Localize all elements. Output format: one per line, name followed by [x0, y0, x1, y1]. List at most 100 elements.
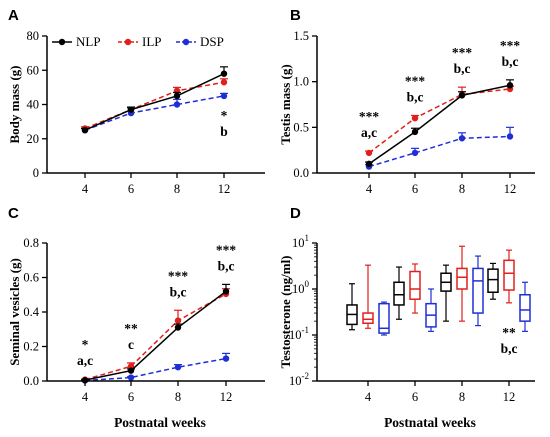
panel-A-plot: [81, 66, 228, 134]
x-tick-label: 8: [459, 390, 465, 404]
y-tick-label: 0: [33, 166, 39, 180]
legend-marker-dsp: [182, 38, 190, 46]
panel-label-A: A: [8, 7, 19, 24]
series-line-ilp: [84, 293, 227, 381]
x-tick-label: 12: [504, 182, 517, 196]
data-point-dsp: [127, 374, 135, 381]
significance-label: b,c: [170, 284, 187, 299]
series-line-nlp: [368, 84, 511, 165]
data-point-nlp: [81, 126, 89, 134]
series-line-nlp: [84, 72, 225, 131]
data-point-nlp: [365, 160, 373, 168]
significance-label: ***: [168, 268, 189, 283]
x-tick-label: 12: [503, 390, 516, 404]
x-tick-label: 8: [459, 182, 465, 196]
legend-marker-nlp: [58, 38, 66, 46]
data-point-nlp: [220, 70, 228, 77]
significance-label: b,c: [501, 341, 518, 356]
panel-A-annotations: *b: [220, 108, 228, 139]
y-tick-label: 80: [27, 29, 40, 43]
data-point-ilp: [220, 79, 228, 86]
panel-C-axes: C 0.0 0.2 0.4 0.6 0.8 4 6 8 12 Seminal vesicles (g…: [7, 205, 265, 430]
x-tick-label: 6: [412, 182, 418, 196]
legend-label-ilp: ILP: [142, 34, 162, 49]
panel-label-C: C: [8, 205, 19, 222]
significance-label: *: [82, 337, 89, 352]
series-line-dsp: [84, 95, 225, 131]
y-tick-base: 10: [292, 282, 305, 296]
y-tick-base: 10: [292, 236, 305, 250]
data-point-ilp: [174, 317, 182, 324]
box-ilp: [362, 312, 374, 325]
y-tick-label: 10-1: [289, 325, 309, 342]
legend-label-nlp: NLP: [76, 34, 101, 49]
y-tick-label: 0.0: [23, 374, 39, 388]
series-line-dsp: [368, 135, 511, 168]
box-ilp: [456, 267, 468, 290]
box-dsp: [378, 302, 390, 334]
data-point-dsp: [458, 135, 466, 142]
data-point-dsp: [220, 92, 228, 100]
data-point-nlp: [173, 92, 181, 100]
y-axis-label: Testis mass (g): [278, 64, 293, 144]
y-tick-label: 20: [27, 132, 40, 146]
data-point-dsp: [411, 149, 419, 157]
panel-B-axes: B 0.0 0.5 1.0 1.5 4 6 8 12 Testis mass (g): [278, 7, 535, 196]
data-point-dsp: [174, 364, 182, 371]
significance-label: b,c: [218, 258, 235, 273]
significance-label: **: [502, 325, 516, 340]
x-tick-label: 6: [128, 182, 134, 196]
box-nlp: [393, 281, 405, 306]
significance-label: b,c: [502, 54, 519, 69]
y-tick-label: 40: [27, 98, 40, 112]
x-tick-label: 4: [82, 390, 89, 404]
box-ilp: [409, 270, 421, 300]
box-dsp: [519, 293, 531, 322]
y-tick-label: 101: [292, 233, 309, 250]
y-tick-label: 1.5: [293, 29, 309, 43]
x-tick-label: 4: [365, 390, 372, 404]
significance-label: b,c: [407, 89, 424, 104]
data-point-nlp: [458, 92, 466, 99]
significance-label: c: [128, 337, 134, 352]
panel-B-plot: [365, 79, 514, 170]
x-axis-label: Postnatal weeks: [384, 415, 476, 430]
x-tick-label: 12: [218, 182, 231, 196]
series-line-ilp: [368, 88, 511, 154]
y-tick-label: 100: [292, 279, 310, 296]
significance-label: b,c: [454, 61, 471, 76]
significance-label: b: [220, 124, 228, 139]
panel-B-annotations: ***a,c***b,c***b,c***b,c: [359, 38, 521, 140]
panel-D-plot: [346, 245, 531, 336]
data-point-nlp: [174, 324, 182, 331]
x-tick-label: 4: [82, 182, 89, 196]
y-tick-label: 10-2: [289, 371, 309, 388]
panel-label-D: D: [290, 205, 301, 222]
data-point-nlp: [222, 288, 230, 295]
panel-D-annotations: **b,c: [501, 325, 518, 356]
legend-marker-ilp: [124, 38, 132, 46]
panel-C-plot: [81, 283, 230, 384]
legend-label-dsp: DSP: [200, 34, 224, 49]
significance-label: ***: [216, 242, 237, 257]
y-tick-label: 1.0: [293, 75, 309, 89]
significance-label: ***: [452, 45, 473, 60]
y-tick-label: 0.5: [293, 120, 309, 134]
significance-label: ***: [500, 38, 521, 53]
data-point-nlp: [127, 367, 135, 374]
y-tick-exponent: 0: [305, 279, 310, 289]
series-line-dsp: [84, 357, 227, 382]
y-tick-exponent: -2: [302, 371, 310, 381]
y-tick-label: 0.2: [23, 340, 39, 354]
significance-label: ***: [405, 73, 426, 88]
panel-label-B: B: [290, 7, 301, 24]
y-tick-label: 0.6: [23, 271, 39, 285]
x-tick-label: 4: [366, 182, 373, 196]
y-axis-label: Testosterone (ng/ml): [278, 255, 293, 368]
significance-label: a,c: [361, 125, 377, 140]
significance-label: *: [221, 108, 228, 123]
x-tick-label: 6: [412, 390, 418, 404]
panel-A-axes: A 0 20 40 60 80 4 6 8 12 Body mass (g): [7, 7, 265, 196]
